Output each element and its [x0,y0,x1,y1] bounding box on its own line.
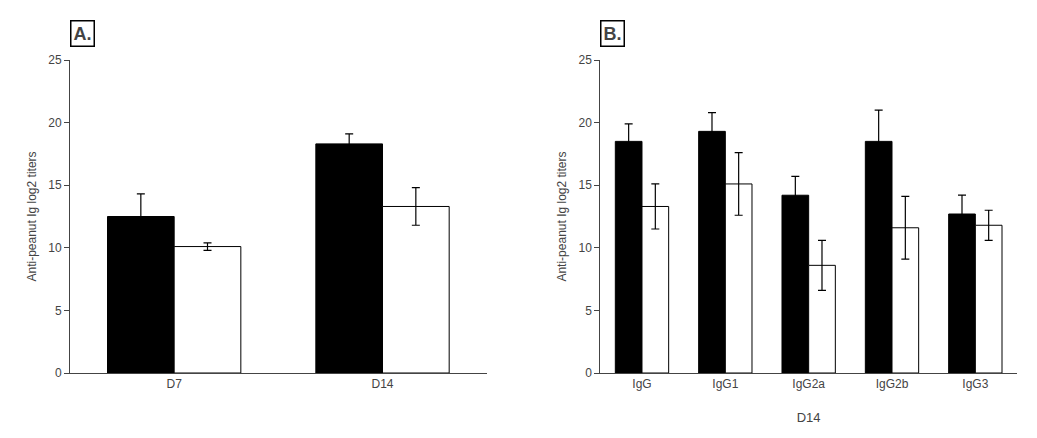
svg-text:IgG3: IgG3 [962,377,988,391]
svg-text:D14: D14 [372,377,394,391]
svg-text:A.: A. [74,24,92,44]
svg-text:5: 5 [585,304,592,318]
svg-text:IgG2b: IgG2b [876,377,909,391]
svg-text:15: 15 [48,178,62,192]
svg-text:IgG1: IgG1 [712,377,738,391]
svg-text:20: 20 [579,116,593,130]
svg-text:10: 10 [579,241,593,255]
svg-text:IgG2a: IgG2a [792,377,825,391]
svg-text:25: 25 [48,53,62,67]
svg-text:10: 10 [48,241,62,255]
svg-text:IgG: IgG [632,377,651,391]
svg-text:15: 15 [579,178,593,192]
svg-text:0: 0 [55,366,62,380]
svg-text:20: 20 [48,116,62,130]
svg-text:D7: D7 [166,377,182,391]
svg-text:0: 0 [585,366,592,380]
svg-text:Anti-peanut Ig log2 titers: Anti-peanut Ig log2 titers [555,151,569,281]
svg-text:5: 5 [55,304,62,318]
svg-text:B.: B. [604,24,622,44]
svg-text:D14: D14 [797,410,821,425]
svg-text:Anti-peanut Ig log2 titers: Anti-peanut Ig log2 titers [25,151,39,281]
svg-text:25: 25 [579,53,593,67]
